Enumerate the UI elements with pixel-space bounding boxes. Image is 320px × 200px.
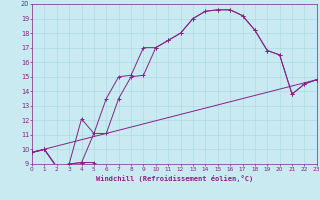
X-axis label: Windchill (Refroidissement éolien,°C): Windchill (Refroidissement éolien,°C) xyxy=(96,175,253,182)
